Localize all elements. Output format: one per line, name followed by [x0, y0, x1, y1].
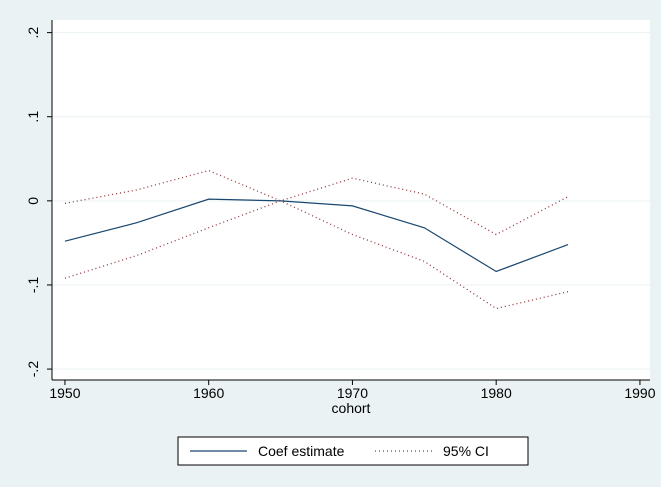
y-tick-label: -.2 [25, 361, 41, 378]
y-tick-label: -.1 [25, 277, 41, 294]
ci-lower [64, 200, 569, 310]
x-axis-label: cohort [332, 400, 371, 416]
legend-label: Coef estimate [258, 443, 345, 459]
y-tick-label: .2 [25, 27, 41, 39]
x-tick-label: 1970 [337, 385, 368, 401]
line [64, 198, 569, 273]
x-tick-label: 1950 [49, 385, 80, 401]
y-tick-label: 0 [25, 197, 41, 205]
y-tick-label: .1 [25, 111, 41, 123]
x-tick-label: 1960 [193, 385, 224, 401]
x-tick-label: 1990 [624, 385, 655, 401]
plot-area [52, 20, 650, 380]
legend-label: 95% CI [443, 443, 489, 459]
x-tick-label: 1980 [481, 385, 512, 401]
